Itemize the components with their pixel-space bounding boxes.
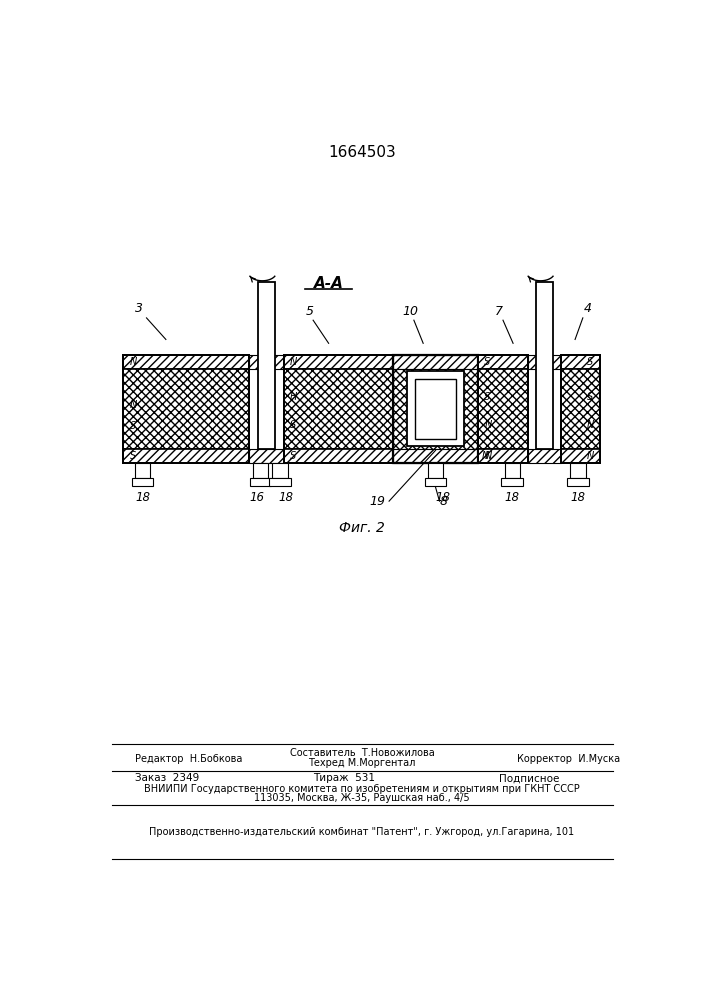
Text: N: N bbox=[482, 451, 489, 461]
Bar bbox=[528, 449, 561, 463]
Bar bbox=[567, 478, 589, 486]
Text: Производственно-издательский комбинат "Патент", г. Ужгород, ул.Гагарина, 101: Производственно-издательский комбинат "П… bbox=[149, 827, 575, 837]
Text: S: S bbox=[129, 421, 136, 431]
Bar bbox=[123, 355, 249, 463]
Text: S: S bbox=[290, 420, 296, 430]
Text: N: N bbox=[484, 451, 491, 461]
Bar bbox=[561, 369, 600, 449]
Bar bbox=[561, 355, 600, 369]
Bar bbox=[284, 355, 393, 463]
Bar bbox=[478, 449, 528, 463]
Bar bbox=[505, 463, 520, 478]
Bar bbox=[249, 449, 284, 463]
Bar bbox=[393, 449, 478, 463]
Text: Редактор  Н.Бобкова: Редактор Н.Бобкова bbox=[135, 754, 243, 764]
Bar bbox=[571, 463, 586, 478]
Text: 18: 18 bbox=[505, 491, 520, 504]
Bar bbox=[132, 478, 153, 486]
Bar bbox=[123, 355, 249, 369]
Bar bbox=[258, 282, 275, 449]
Bar bbox=[393, 369, 478, 449]
Text: 1664503: 1664503 bbox=[328, 145, 396, 160]
Text: N: N bbox=[129, 357, 136, 367]
Text: 7: 7 bbox=[495, 305, 503, 318]
Bar bbox=[249, 355, 284, 369]
Bar bbox=[407, 371, 464, 446]
Text: ВНИИПИ Государственного комитета по изобретениям и открытиям при ГКНТ СССР: ВНИИПИ Государственного комитета по изоб… bbox=[144, 784, 580, 794]
Bar bbox=[478, 369, 528, 449]
Text: 18: 18 bbox=[436, 491, 451, 504]
Text: N: N bbox=[586, 451, 594, 461]
Bar bbox=[250, 478, 271, 486]
Text: N: N bbox=[484, 420, 491, 430]
Text: 16: 16 bbox=[249, 491, 264, 504]
Text: Составитель  Т.Новожилова: Составитель Т.Новожилова bbox=[290, 748, 434, 758]
Text: Заказ  2349: Заказ 2349 bbox=[135, 773, 199, 783]
Text: Подписное: Подписное bbox=[499, 773, 559, 783]
Text: 5: 5 bbox=[305, 305, 313, 318]
Text: N: N bbox=[129, 400, 136, 410]
Text: S: S bbox=[588, 357, 594, 367]
Bar bbox=[501, 478, 523, 486]
Bar bbox=[252, 463, 268, 478]
Text: 18: 18 bbox=[571, 491, 585, 504]
Bar bbox=[393, 355, 478, 369]
Text: N: N bbox=[290, 357, 297, 367]
Bar bbox=[415, 379, 456, 439]
Bar bbox=[284, 449, 393, 463]
Bar bbox=[478, 355, 528, 463]
Bar bbox=[528, 355, 561, 369]
Bar bbox=[123, 449, 249, 463]
Text: S: S bbox=[484, 357, 491, 367]
Text: 113035, Москва, Ж-35, Раушская наб., 4/5: 113035, Москва, Ж-35, Раушская наб., 4/5 bbox=[254, 793, 469, 803]
Text: Тираж  531: Тираж 531 bbox=[313, 773, 375, 783]
Text: 19: 19 bbox=[370, 495, 385, 508]
Bar bbox=[393, 355, 478, 463]
Bar bbox=[135, 463, 151, 478]
Text: 18: 18 bbox=[135, 491, 150, 504]
Bar bbox=[284, 355, 393, 369]
Bar bbox=[478, 355, 528, 369]
Text: А-А: А-А bbox=[314, 276, 344, 291]
Bar bbox=[428, 463, 443, 478]
Text: Техред М.Моргентал: Техред М.Моргентал bbox=[308, 758, 416, 768]
Text: 18: 18 bbox=[279, 491, 293, 504]
Bar bbox=[123, 369, 249, 449]
Bar bbox=[536, 282, 553, 449]
Text: 10: 10 bbox=[402, 305, 418, 318]
Text: 8: 8 bbox=[439, 495, 448, 508]
Bar bbox=[284, 369, 393, 449]
Text: N: N bbox=[586, 420, 594, 430]
Text: Фиг. 2: Фиг. 2 bbox=[339, 521, 385, 535]
Text: S: S bbox=[129, 451, 136, 461]
Bar bbox=[561, 449, 600, 463]
Bar bbox=[269, 478, 291, 486]
Text: S: S bbox=[290, 451, 296, 461]
Text: 3: 3 bbox=[135, 302, 143, 316]
Bar bbox=[561, 355, 600, 463]
Bar bbox=[272, 463, 288, 478]
Text: S: S bbox=[588, 392, 594, 402]
Text: H: H bbox=[290, 392, 297, 402]
Text: Корректор  И.Муска: Корректор И.Муска bbox=[518, 754, 621, 764]
Text: 4: 4 bbox=[584, 302, 592, 316]
Text: S: S bbox=[484, 392, 491, 402]
Bar bbox=[425, 478, 446, 486]
